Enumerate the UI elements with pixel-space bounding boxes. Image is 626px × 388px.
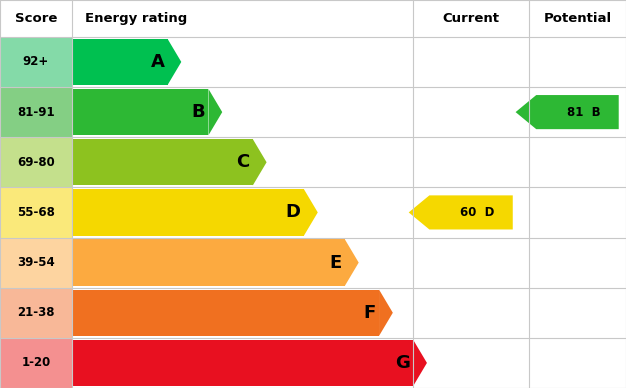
Bar (72, 340, 413, 386)
Text: E: E (329, 254, 342, 272)
Text: 92+: 92+ (23, 55, 49, 68)
Bar (0, 37, 72, 87)
Text: B: B (192, 103, 205, 121)
Text: D: D (286, 203, 301, 222)
Polygon shape (253, 139, 267, 185)
Text: Current: Current (443, 12, 500, 25)
Bar (0, 338, 72, 388)
Polygon shape (168, 39, 182, 85)
Bar (72, 89, 208, 135)
Text: A: A (150, 53, 165, 71)
Text: 60  D: 60 D (460, 206, 495, 219)
Text: Score: Score (15, 12, 57, 25)
Bar (72, 189, 304, 236)
Text: 69-80: 69-80 (17, 156, 55, 169)
Text: 81-91: 81-91 (17, 106, 55, 119)
Polygon shape (409, 196, 513, 229)
Polygon shape (379, 289, 393, 336)
Bar (72, 239, 345, 286)
Text: C: C (237, 153, 250, 171)
Text: 39-54: 39-54 (17, 256, 55, 269)
Polygon shape (516, 95, 618, 129)
Bar (0, 288, 72, 338)
Text: G: G (395, 354, 410, 372)
Text: 1-20: 1-20 (21, 357, 51, 369)
Polygon shape (345, 239, 359, 286)
Polygon shape (304, 189, 318, 236)
Bar (0, 187, 72, 237)
Bar (72, 289, 379, 336)
Text: Potential: Potential (543, 12, 612, 25)
Text: Energy rating: Energy rating (85, 12, 187, 25)
Text: 81  B: 81 B (567, 106, 600, 119)
Text: F: F (364, 304, 376, 322)
Bar (0, 87, 72, 137)
Bar (0, 237, 72, 288)
Bar (72, 39, 168, 85)
Bar (72, 139, 253, 185)
Polygon shape (413, 340, 427, 386)
Bar (0, 137, 72, 187)
Text: 21-38: 21-38 (18, 306, 54, 319)
Text: 55-68: 55-68 (17, 206, 55, 219)
Polygon shape (208, 89, 222, 135)
